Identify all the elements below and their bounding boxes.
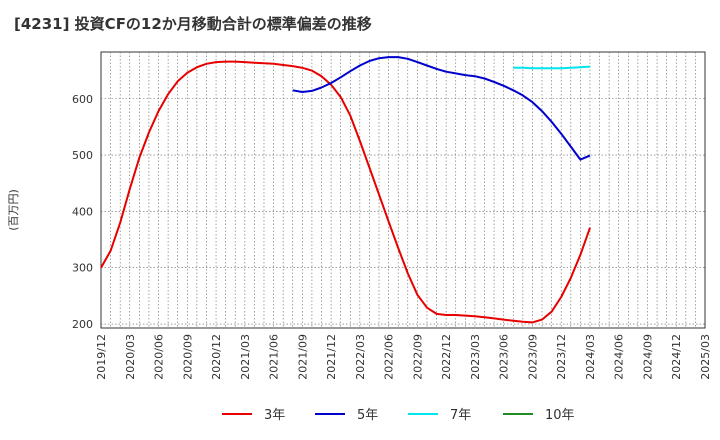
legend: 3年 5年 7年 10年 (222, 408, 575, 423)
x-tick-label: 2020/12 (210, 334, 223, 380)
legend-label: 7年 (450, 408, 471, 423)
y-tick-label: 500 (72, 149, 93, 162)
x-tick-label: 2023/09 (526, 334, 539, 380)
y-tick-label: 300 (72, 262, 93, 275)
x-tick-label: 2022/03 (354, 334, 367, 380)
x-tick-label: 2023/06 (498, 334, 511, 380)
x-tick-label: 2021/03 (239, 334, 252, 380)
x-axis-ticks: 2019/12 2020/03 2020/06 2020/09 2020/12 2021/… (95, 334, 712, 380)
x-tick-label: 2023/12 (555, 334, 568, 380)
x-tick-label: 2021/12 (325, 334, 338, 380)
series-line (292, 56, 591, 161)
y-axis-ticks: 200 300 400 500 600 (72, 93, 93, 331)
x-tick-label: 2022/06 (383, 334, 396, 380)
x-tick-label: 2021/06 (268, 334, 281, 380)
x-tick-label: 2024/06 (613, 334, 626, 380)
chart-title: [4231] 投資CFの12か月移動合計の標準偏差の推移 (14, 15, 372, 33)
x-tick-label: 2023/03 (469, 334, 482, 380)
x-tick-label: 2020/03 (124, 334, 137, 380)
grid-lines (101, 52, 705, 328)
x-tick-label: 2024/12 (670, 334, 683, 380)
plot-area (100, 51, 706, 329)
series-line (513, 65, 591, 70)
y-tick-label: 200 (72, 318, 93, 331)
y-tick-label: 600 (72, 93, 93, 106)
x-tick-label: 2021/09 (296, 334, 309, 380)
x-tick-label: 2022/12 (440, 334, 453, 380)
legend-label: 3年 (264, 408, 285, 423)
series-lines (100, 56, 591, 324)
legend-label: 5年 (357, 408, 378, 423)
series-line (100, 60, 591, 324)
x-tick-label: 2022/09 (411, 334, 424, 380)
y-tick-label: 400 (72, 205, 93, 218)
x-tick-label: 2019/12 (95, 334, 108, 380)
legend-label: 10年 (545, 408, 575, 423)
x-tick-label: 2020/06 (153, 334, 166, 380)
x-tick-label: 2025/03 (699, 334, 712, 380)
x-tick-label: 2024/03 (584, 334, 597, 380)
x-tick-label: 2024/09 (641, 334, 654, 380)
x-tick-label: 2020/09 (181, 334, 194, 380)
